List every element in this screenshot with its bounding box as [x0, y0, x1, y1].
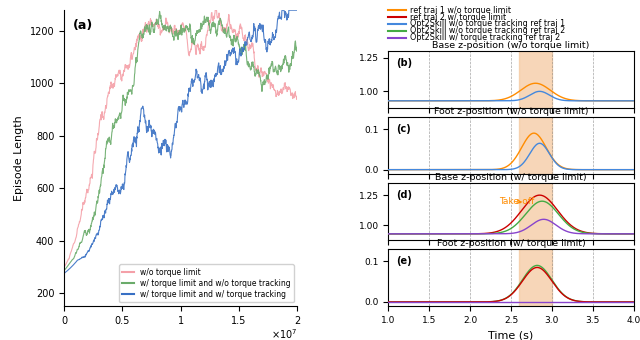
Bar	[519, 249, 552, 306]
Text: ref traj 1 w/o torque limit: ref traj 1 w/o torque limit	[410, 6, 511, 15]
Title: Base z-position (w/ torque limit): Base z-position (w/ torque limit)	[435, 173, 587, 182]
Text: (a): (a)	[74, 19, 93, 32]
Y-axis label: Episode Length: Episode Length	[14, 115, 24, 201]
Text: Opt2Skill w/ torque tracking ref traj 2: Opt2Skill w/ torque tracking ref traj 2	[410, 33, 561, 42]
Text: ref traj 2 w/ torque limit: ref traj 2 w/ torque limit	[410, 13, 507, 21]
Text: (c): (c)	[396, 124, 410, 134]
Text: (e): (e)	[396, 256, 412, 266]
X-axis label: Time (s): Time (s)	[488, 330, 534, 340]
Title: Foot z-position (w/ torque limit): Foot z-position (w/ torque limit)	[436, 239, 586, 249]
Bar	[519, 183, 552, 240]
Bar	[519, 51, 552, 107]
Text: (d): (d)	[396, 190, 412, 200]
Text: Take-off: Take-off	[499, 197, 534, 206]
Bar	[519, 117, 552, 174]
Title: Base z-position (w/o torque limit): Base z-position (w/o torque limit)	[433, 41, 589, 50]
Title: Foot z-position (w/o torque limit): Foot z-position (w/o torque limit)	[434, 107, 588, 116]
Text: (b): (b)	[396, 57, 412, 68]
Text: Opt2Skill w/o torque tracking ref traj 1: Opt2Skill w/o torque tracking ref traj 1	[410, 19, 566, 29]
Text: Opt2Skill w/o torque tracking ref traj 2: Opt2Skill w/o torque tracking ref traj 2	[410, 26, 566, 35]
Text: $\times10^7$: $\times10^7$	[271, 327, 298, 340]
Legend: w/o torque limit, w/ torque limit and w/o torque tracking, w/ torque limit and w: w/o torque limit, w/ torque limit and w/…	[120, 265, 294, 302]
